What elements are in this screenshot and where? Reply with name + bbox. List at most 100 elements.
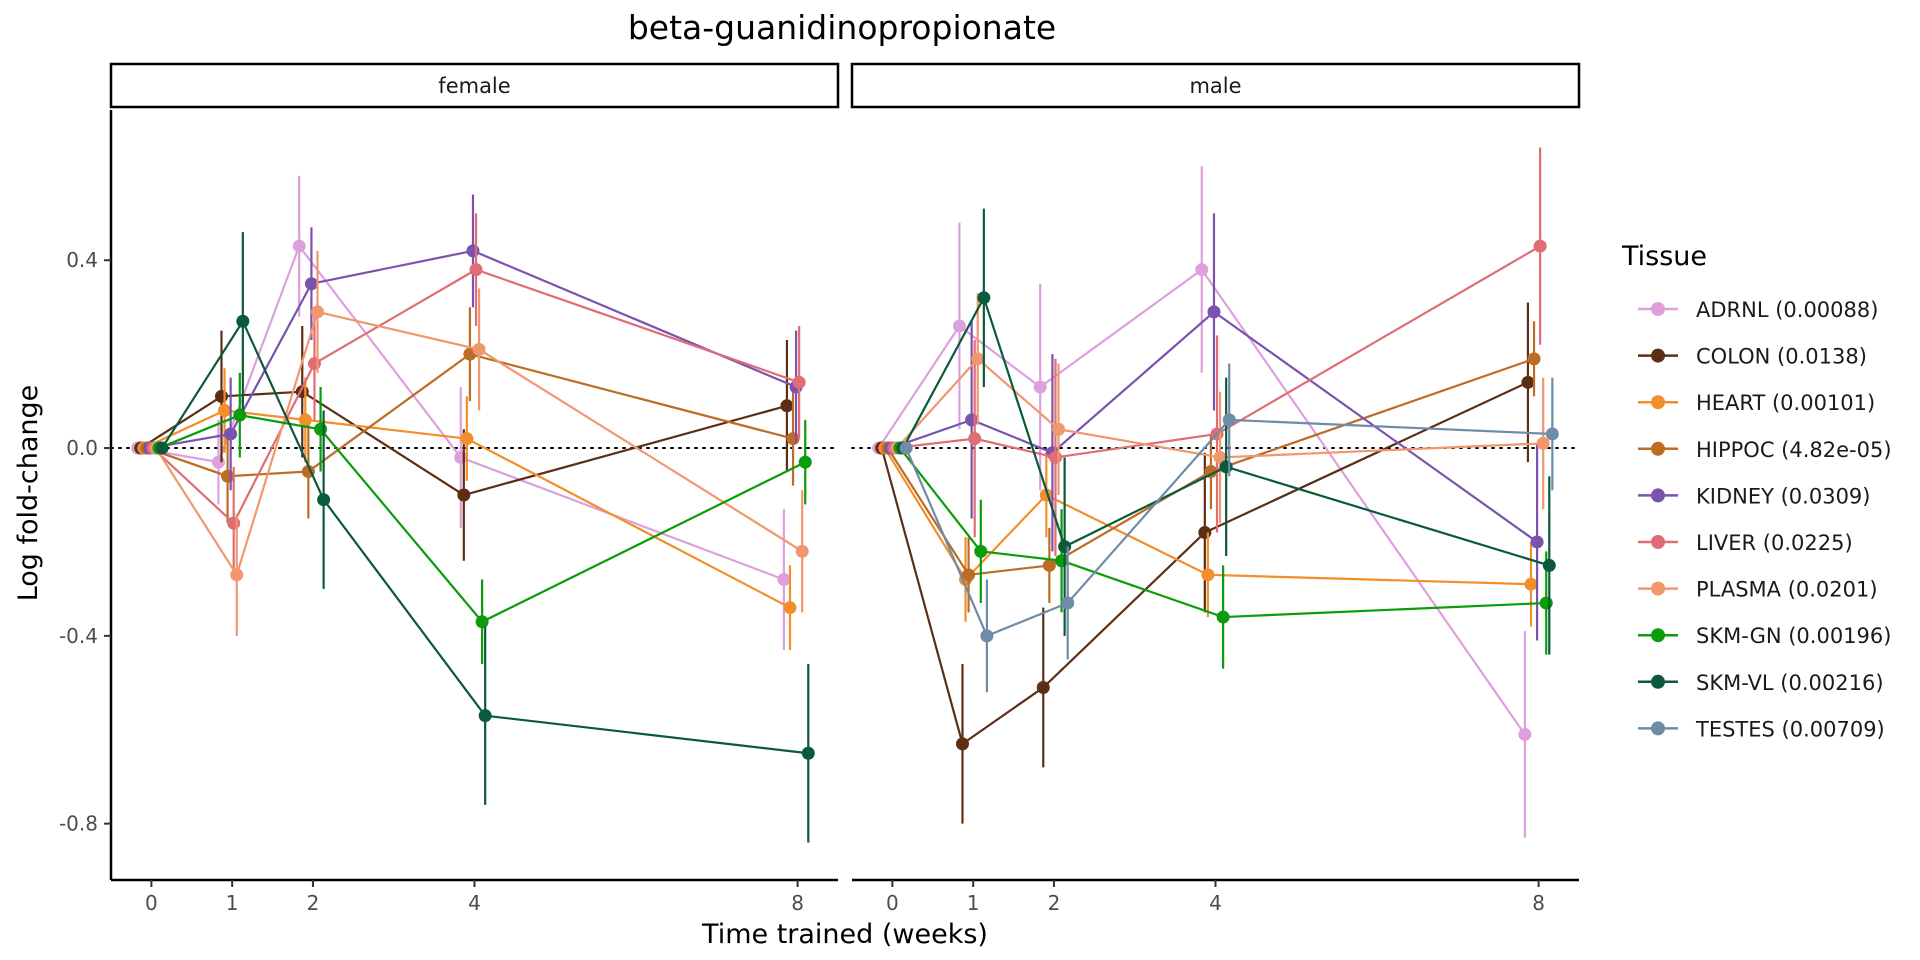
legend-key-point bbox=[1651, 628, 1665, 643]
data-point bbox=[1055, 554, 1069, 568]
chart-title: beta-guanidinopropionate bbox=[628, 8, 1056, 47]
x-tick-label: 8 bbox=[1532, 891, 1545, 915]
data-point bbox=[1542, 558, 1556, 572]
facet-label-female: female bbox=[438, 74, 510, 98]
data-point bbox=[1539, 596, 1553, 610]
data-point bbox=[230, 568, 244, 582]
series-colon-male bbox=[875, 302, 1535, 824]
legend-item-skm-vl: SKM-VL (0.00216) bbox=[1638, 671, 1884, 695]
facet-label-male: male bbox=[1189, 74, 1241, 98]
legend-label: ADRNL (0.00088) bbox=[1696, 298, 1878, 322]
data-point bbox=[211, 455, 225, 469]
data-point bbox=[475, 615, 489, 629]
series-liver-female bbox=[146, 213, 806, 580]
data-point bbox=[472, 342, 486, 356]
data-point bbox=[1533, 239, 1547, 253]
data-point bbox=[1213, 450, 1227, 464]
data-point bbox=[233, 408, 247, 422]
legend-key-point bbox=[1651, 302, 1665, 316]
legend-item-kidney: KIDNEY (0.0309) bbox=[1638, 484, 1870, 508]
x-tick-label: 4 bbox=[468, 891, 481, 915]
data-point bbox=[1219, 460, 1233, 474]
data-point bbox=[1222, 413, 1236, 427]
data-point bbox=[469, 263, 483, 277]
data-point bbox=[1545, 427, 1559, 441]
x-tick-label: 0 bbox=[145, 891, 158, 915]
legend-label: HEART (0.00101) bbox=[1696, 391, 1875, 415]
x-tick-label: 4 bbox=[1209, 891, 1222, 915]
data-point bbox=[1033, 380, 1047, 394]
y-tick-label: 0.4 bbox=[66, 248, 98, 272]
data-point bbox=[777, 573, 791, 587]
x-tick-label: 2 bbox=[307, 891, 320, 915]
x-tick-label: 1 bbox=[226, 891, 239, 915]
data-point bbox=[466, 244, 480, 258]
series-plasma-male bbox=[890, 293, 1550, 524]
data-point bbox=[1061, 596, 1075, 610]
data-point bbox=[454, 450, 468, 464]
data-point bbox=[783, 601, 797, 615]
legend-key-point bbox=[1651, 674, 1665, 689]
data-point bbox=[218, 403, 232, 417]
data-point bbox=[1201, 568, 1215, 582]
data-point bbox=[795, 544, 809, 558]
legend-label: HIPPOC (4.82e-05) bbox=[1696, 438, 1892, 462]
data-point bbox=[298, 413, 312, 427]
data-point bbox=[1527, 352, 1541, 366]
data-point bbox=[311, 305, 325, 319]
panel-male: 0 1 2 4 8 bbox=[851, 147, 1580, 915]
data-point bbox=[224, 427, 238, 441]
data-point bbox=[1536, 436, 1550, 450]
data-point bbox=[307, 357, 321, 371]
data-point bbox=[460, 432, 474, 446]
legend-key-point bbox=[1651, 348, 1665, 363]
data-point bbox=[236, 314, 250, 328]
data-point bbox=[801, 746, 815, 760]
x-axis-male: 0 1 2 4 8 bbox=[852, 878, 1579, 915]
data-point bbox=[952, 319, 966, 333]
legend-item-colon: COLON (0.0138) bbox=[1638, 345, 1867, 369]
data-point bbox=[971, 352, 985, 366]
legend-key-point bbox=[1651, 721, 1665, 736]
data-point bbox=[968, 432, 982, 446]
legend-title: Tissue bbox=[1621, 241, 1707, 272]
legend: Tissue ADRNL (0.00088) COLON (0.0138) HEAR… bbox=[1621, 241, 1892, 741]
data-point bbox=[1198, 526, 1212, 540]
x-tick-label: 0 bbox=[886, 891, 899, 915]
data-point bbox=[1524, 577, 1538, 591]
data-point bbox=[155, 441, 169, 455]
data-point bbox=[1036, 681, 1050, 694]
x-axis-title: Time trained (weeks) bbox=[701, 919, 988, 950]
legend-item-plasma: PLASMA (0.0201) bbox=[1638, 578, 1878, 602]
legend-label: TESTES (0.00709) bbox=[1695, 717, 1885, 741]
x-tick-label: 1 bbox=[967, 891, 980, 915]
legend-item-liver: LIVER (0.0225) bbox=[1638, 531, 1853, 555]
data-point bbox=[1048, 450, 1062, 464]
legend-label: COLON (0.0138) bbox=[1696, 345, 1867, 369]
data-point bbox=[1052, 422, 1066, 436]
x-tick-label: 8 bbox=[791, 891, 804, 915]
legend-key-point bbox=[1651, 395, 1665, 410]
series-adrnl-male bbox=[872, 166, 1532, 838]
legend-key-point bbox=[1651, 441, 1665, 456]
legend-key-point bbox=[1651, 581, 1665, 596]
legend-item-skm-gn: SKM-GN (0.00196) bbox=[1638, 624, 1891, 648]
data-point bbox=[1521, 375, 1535, 389]
legend-label: KIDNEY (0.0309) bbox=[1696, 484, 1870, 508]
legend-key-point bbox=[1651, 535, 1665, 549]
legend-item-heart: HEART (0.00101) bbox=[1638, 391, 1875, 415]
data-point bbox=[227, 516, 241, 530]
y-axis-title: Log fold-change bbox=[13, 385, 44, 602]
legend-item-hippoc: HIPPOC (4.82e-05) bbox=[1638, 438, 1892, 462]
y-tick-label: 0.0 bbox=[66, 436, 98, 460]
legend-item-testes: TESTES (0.00709) bbox=[1638, 717, 1885, 741]
data-point bbox=[792, 375, 806, 389]
panel-female: 0 1 2 4 8 bbox=[110, 175, 839, 915]
x-axis-female: 0 1 2 4 8 bbox=[111, 878, 838, 915]
data-point bbox=[1058, 540, 1072, 554]
legend-label: PLASMA (0.0201) bbox=[1696, 578, 1878, 602]
data-point bbox=[786, 432, 800, 446]
data-point bbox=[962, 568, 976, 582]
data-point bbox=[1518, 727, 1532, 741]
